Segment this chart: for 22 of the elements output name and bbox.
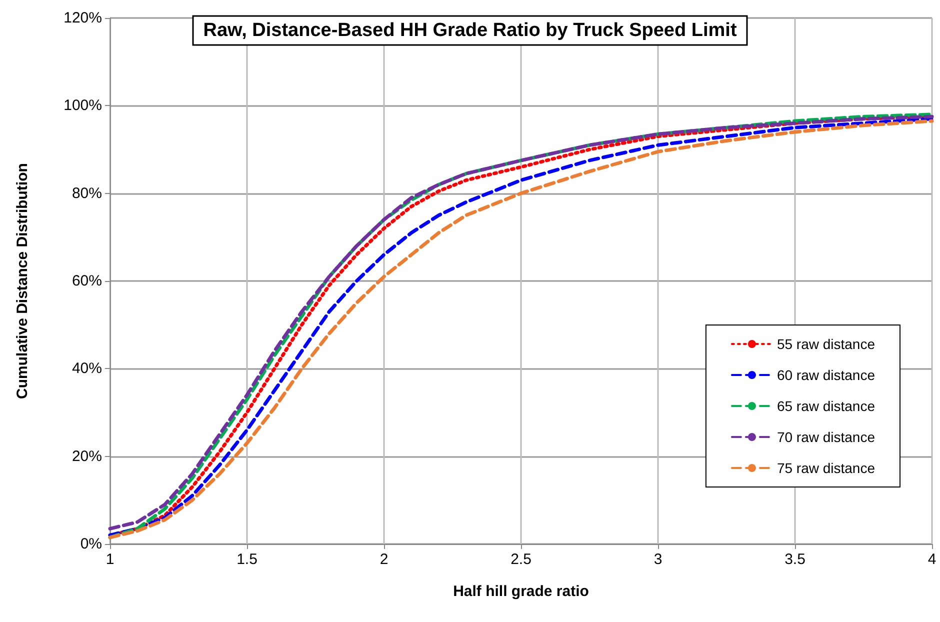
y-tick-label: 20% bbox=[72, 448, 102, 465]
legend-label: 60 raw distance bbox=[776, 367, 876, 383]
y-tick-label: 120% bbox=[64, 10, 102, 26]
legend-label: 70 raw distance bbox=[776, 429, 876, 445]
x-tick-label: 2 bbox=[380, 551, 388, 568]
y-axis-title: Cumulative Distance Distribution bbox=[14, 163, 31, 399]
x-tick-label: 1.5 bbox=[236, 551, 258, 568]
y-tick-label: 100% bbox=[64, 97, 102, 114]
y-tick-label: 0% bbox=[80, 536, 102, 552]
y-tick-label: 80% bbox=[72, 184, 102, 202]
legend-label: 65 raw distance bbox=[776, 398, 876, 414]
legend-label: 55 raw distance bbox=[776, 336, 876, 352]
chart-title: Raw, Distance-Based HH Grade Ratio by Truck Speed Limit bbox=[203, 20, 738, 41]
y-tick-label: 40% bbox=[72, 360, 102, 378]
x-axis-title: Half hill grade ratio bbox=[453, 583, 589, 600]
legend-label: 75 raw distance bbox=[776, 460, 876, 476]
x-tick-label: 1 bbox=[106, 551, 114, 568]
x-tick-label: 3 bbox=[654, 551, 662, 568]
y-tick-label: 60% bbox=[72, 272, 102, 290]
x-tick-label: 4 bbox=[928, 551, 936, 568]
x-tick-label: 2.5 bbox=[510, 551, 532, 568]
x-tick-label: 3.5 bbox=[784, 551, 806, 568]
